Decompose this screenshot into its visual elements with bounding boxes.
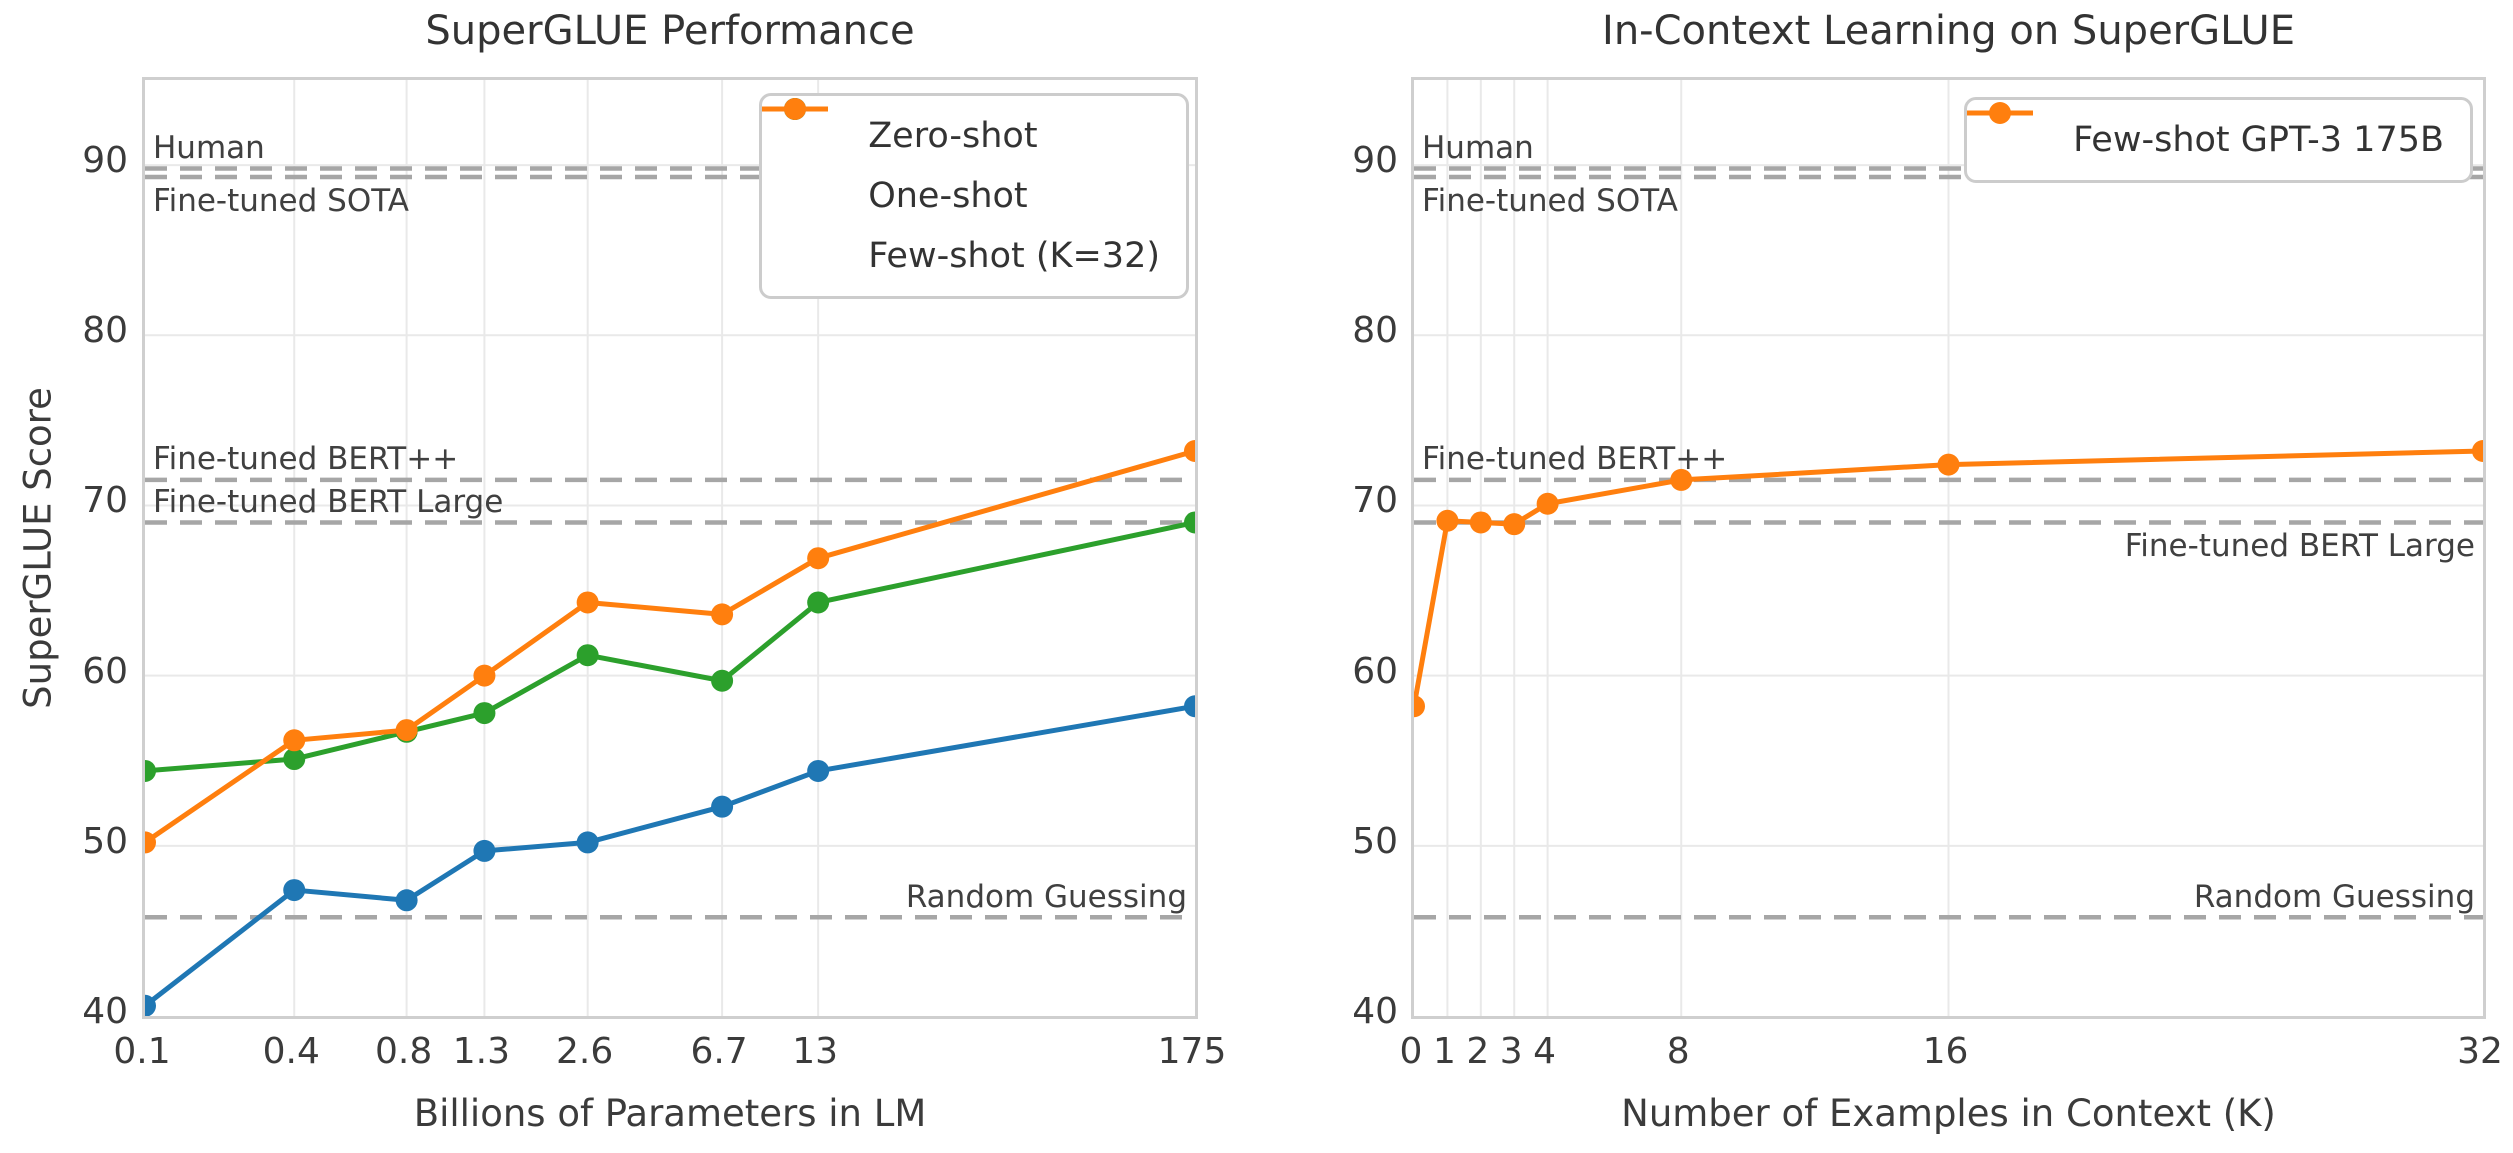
x-tick-label: 0 — [1399, 1031, 1423, 1072]
data-point — [711, 795, 734, 818]
legend-label-few-shot-gpt3: Few-shot GPT-3 175B — [2073, 120, 2444, 160]
x-tick-label: 175 — [1157, 1031, 1227, 1072]
y-tick-label: 80 — [1352, 310, 1398, 352]
data-point — [1414, 695, 1425, 718]
data-point — [395, 889, 418, 912]
y-tick-label: 60 — [82, 650, 128, 692]
one-shot-marker-icon — [762, 98, 848, 209]
ref-line-label: Human — [1422, 129, 1534, 166]
x-tick-label: 0.4 — [262, 1031, 320, 1072]
y-tick-label: 50 — [1352, 820, 1398, 862]
data-point — [1469, 511, 1492, 534]
x-tick-label: 1.3 — [452, 1031, 511, 1072]
data-point — [1184, 695, 1195, 718]
y-tick-label: 40 — [1352, 991, 1398, 1032]
left-plot-area: Zero-shot One-shot Few-shot (K=32) Human… — [142, 77, 1198, 1019]
x-tick-label: 2.6 — [556, 1031, 614, 1072]
ref-line-label: Fine-tuned SOTA — [153, 183, 409, 219]
x-tick-label: 4 — [1533, 1031, 1557, 1072]
right-plot-x-axis-label: Number of Examples in Context (K) — [1621, 1092, 2276, 1135]
y-tick-label: 90 — [1352, 140, 1398, 182]
data-point — [576, 831, 599, 854]
x-tick-label: 0.8 — [374, 1031, 433, 1072]
data-point — [283, 879, 306, 902]
data-point — [1670, 468, 1693, 491]
legend-label-one-shot: One-shot — [868, 176, 1028, 216]
ref-line-label: Fine-tuned BERT++ — [1422, 441, 1728, 478]
y-tick-label: 90 — [82, 140, 128, 182]
x-tick-label: 13 — [792, 1031, 839, 1072]
ref-line-label: Human — [153, 129, 265, 166]
data-point — [473, 664, 496, 687]
data-point — [576, 591, 599, 614]
legend-item-few-shot: Few-shot (K=32) — [762, 98, 1160, 282]
right-plot-legend: Few-shot GPT-3 175B — [1964, 97, 2473, 183]
ref-line-label: Fine-tuned BERT Large — [2124, 528, 2475, 565]
left-plot-x-axis-label: Billions of Parameters in LM — [413, 1092, 927, 1135]
legend-item-zero-shot: Zero-shot — [762, 98, 1160, 162]
data-point — [576, 644, 599, 667]
x-tick-label: 6.7 — [690, 1031, 748, 1072]
ref-line-label: Fine-tuned BERT Large — [153, 483, 504, 520]
data-point — [1184, 439, 1195, 462]
x-tick-label: 2 — [1466, 1031, 1490, 1072]
data-point — [807, 547, 830, 570]
data-point — [711, 603, 734, 626]
y-tick-label: 40 — [82, 991, 128, 1032]
data-point — [1184, 511, 1195, 534]
data-point — [145, 994, 156, 1016]
ref-line-label: Random Guessing — [905, 878, 1187, 915]
data-point — [145, 759, 156, 782]
legend-label-few-shot: Few-shot (K=32) — [868, 236, 1160, 276]
y-tick-label: 60 — [1352, 650, 1398, 692]
legend-item-one-shot: One-shot — [762, 98, 1160, 222]
x-tick-label: 0.1 — [113, 1031, 171, 1072]
right-plot-title: In-Context Learning on SuperGLUE — [1602, 8, 2295, 54]
right-plot-y-ticks: 40 50 60 70 80 90 — [1268, 77, 1398, 1067]
y-tick-label: 50 — [82, 820, 128, 862]
x-tick-label: 1 — [1432, 1031, 1456, 1072]
y-tick-label: 70 — [1352, 480, 1398, 522]
data-point — [1503, 513, 1526, 536]
data-point — [283, 729, 306, 752]
few-shot-gpt3-marker-icon — [1967, 102, 2053, 153]
data-point — [1937, 453, 1960, 476]
left-plot-title: SuperGLUE Performance — [425, 8, 915, 54]
x-tick-label: 32 — [2457, 1031, 2503, 1072]
x-tick-label: 3 — [1499, 1031, 1523, 1072]
data-point — [1436, 509, 1459, 532]
zero-shot-marker-icon — [762, 98, 848, 149]
y-tick-label: 80 — [82, 310, 128, 352]
data-point — [145, 831, 156, 854]
legend-item-few-shot-gpt3: Few-shot GPT-3 175B — [1967, 102, 2444, 166]
data-point — [395, 719, 418, 742]
few-shot-marker-icon — [762, 98, 848, 269]
data-point — [807, 591, 830, 614]
right-plot-x-ticks: 0 1 2 3 4 8 16 32 — [1400, 1031, 2503, 1083]
chart-canvas — [145, 80, 1195, 1016]
series-line — [145, 519, 1195, 774]
data-point — [711, 669, 734, 692]
left-plot-y-ticks: 40 50 60 70 80 90 — [0, 77, 128, 1067]
legend-label-zero-shot: Zero-shot — [868, 116, 1038, 156]
x-tick-label: 16 — [1922, 1031, 1969, 1072]
data-point — [473, 702, 496, 725]
right-plot-area: Few-shot GPT-3 175B Human Fine-tuned SOTA… — [1411, 77, 2486, 1019]
x-tick-label: 8 — [1666, 1031, 1690, 1072]
ref-line-label: Fine-tuned BERT++ — [153, 441, 459, 478]
data-point — [2472, 439, 2483, 462]
y-tick-label: 70 — [82, 480, 128, 522]
data-point — [807, 759, 830, 782]
data-point — [1536, 492, 1559, 515]
left-plot-x-ticks: 0.1 0.4 0.8 1.3 2.6 6.7 13 175 — [113, 1031, 1226, 1083]
ref-line-label: Fine-tuned SOTA — [1422, 183, 1678, 219]
ref-line-label: Random Guessing — [2193, 878, 2475, 915]
left-plot-legend: Zero-shot One-shot Few-shot (K=32) — [759, 93, 1189, 299]
data-point — [283, 748, 306, 771]
series-line — [145, 448, 1195, 845]
data-point — [473, 839, 496, 862]
series-line — [145, 703, 1195, 1009]
